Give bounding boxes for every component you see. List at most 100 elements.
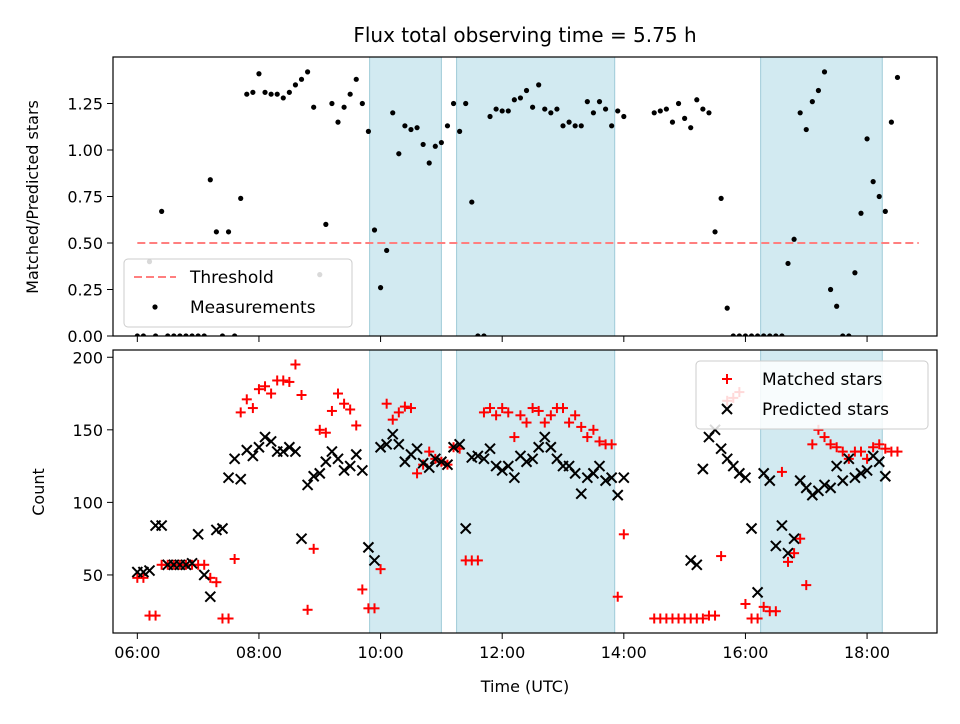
measurement-point: [475, 333, 481, 336]
predicted-point: [314, 467, 326, 480]
measurement-point: [481, 333, 487, 336]
predicted-point: [344, 460, 356, 472]
matched-point: [333, 388, 344, 399]
matched-point: [527, 403, 538, 414]
predicted-point: [599, 474, 612, 487]
x-tick-label: 12:00: [479, 643, 525, 662]
measurement-point: [493, 106, 499, 112]
measurement-point: [554, 106, 560, 112]
predicted-point: [502, 460, 514, 472]
measurement-point: [602, 106, 609, 112]
predicted-point: [843, 453, 855, 465]
measurement-point: [840, 333, 846, 336]
measurement-point: [530, 104, 536, 110]
shaded-interval-0: [369, 56, 442, 337]
predicted-point: [849, 472, 861, 484]
predicted-point: [411, 442, 423, 455]
predicted-point: [356, 464, 369, 477]
predicted-point: [715, 442, 727, 455]
measurement-point: [791, 236, 797, 242]
measurement-point: [694, 97, 700, 103]
matched-point: [618, 529, 629, 540]
matched-point: [387, 414, 398, 425]
measurement-point: [189, 333, 195, 336]
matched-point: [253, 384, 264, 395]
ratio-panel: 0.00 0.25 0.50 0.75 1.00 1.25 Threshold Measure…: [67, 56, 938, 346]
predicted-point: [776, 519, 788, 532]
measurement-point: [536, 82, 542, 88]
measurement-point: [803, 126, 809, 133]
predicted-point: [192, 528, 204, 541]
measurement-point: [517, 95, 524, 101]
predicted-point: [539, 431, 551, 443]
measurement-point: [773, 333, 779, 336]
matched-point: [284, 376, 295, 387]
matched-point: [247, 403, 258, 414]
predicted-point: [265, 435, 277, 448]
predicted-point: [873, 456, 885, 468]
measurement-point: [797, 110, 803, 116]
matched-point: [770, 606, 781, 617]
measurement-point: [548, 110, 554, 116]
predicted-point: [806, 489, 819, 501]
matched-point: [478, 407, 489, 418]
measurement-point: [894, 74, 901, 81]
matched-point: [260, 381, 271, 392]
predicted-point: [204, 591, 217, 603]
legend-box: [123, 258, 353, 328]
measurement-point: [584, 99, 590, 105]
measurement-point: [347, 91, 353, 97]
predicted-point: [393, 438, 405, 451]
matched-point: [405, 403, 416, 414]
matched-point: [308, 543, 319, 554]
y-tick-label: 150: [72, 421, 103, 440]
predicted-point: [380, 438, 393, 451]
measurement-point: [523, 87, 530, 94]
measurement-point: [779, 333, 785, 336]
matched-point: [545, 410, 556, 421]
matched-point: [412, 468, 423, 479]
matched-point: [326, 405, 337, 416]
measurement-point: [785, 260, 791, 267]
matched-point: [564, 417, 575, 428]
measurement-point: [250, 89, 256, 95]
measurement-point: [268, 91, 274, 97]
y-tick-label: 1.00: [67, 141, 103, 160]
measurement-point: [335, 119, 341, 125]
predicted-point: [301, 479, 314, 491]
measurement-point: [846, 333, 852, 336]
matched-point: [485, 403, 496, 414]
matched-point: [223, 613, 234, 624]
matched-point: [783, 556, 794, 567]
y-tick-label: 0.25: [67, 281, 103, 300]
measurement-point: [219, 333, 226, 336]
x-tick-label: 06:00: [114, 643, 160, 662]
matched-point: [880, 443, 891, 454]
predicted-point: [581, 472, 594, 484]
x-tick-label: 08:00: [236, 643, 282, 662]
legend-measurements-swatch: [152, 304, 158, 310]
predicted-point: [228, 453, 241, 465]
measurement-point: [706, 110, 712, 116]
predicted-point: [764, 474, 776, 487]
measurement-point: [864, 136, 870, 142]
matched-point: [278, 375, 289, 386]
y-tick-label: 0.75: [67, 188, 103, 207]
predicted-point: [429, 453, 442, 465]
measurement-point: [232, 333, 238, 336]
predicted-point: [441, 458, 454, 471]
count-y-axis-label: Count: [29, 468, 48, 516]
measurement-point: [463, 100, 469, 107]
measurement-point: [408, 126, 414, 133]
shaded-interval-2: [760, 56, 883, 337]
predicted-point: [283, 441, 296, 453]
plot-area-0: [134, 69, 919, 336]
measurement-point: [511, 97, 517, 103]
predicted-point: [320, 456, 332, 468]
matched-point: [399, 401, 410, 412]
measurement-point: [420, 141, 426, 148]
predicted-point: [788, 532, 800, 545]
matched-point: [345, 404, 356, 415]
measurement-point: [505, 108, 511, 114]
matched-point: [150, 610, 161, 621]
